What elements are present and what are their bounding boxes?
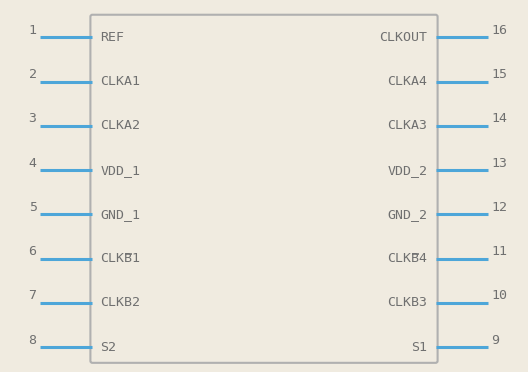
Text: CLKA4: CLKA4 bbox=[388, 75, 428, 88]
Text: 3: 3 bbox=[29, 112, 36, 125]
Text: 14: 14 bbox=[492, 112, 507, 125]
Text: 9: 9 bbox=[492, 334, 499, 347]
FancyBboxPatch shape bbox=[90, 15, 438, 363]
Text: CLKA2: CLKA2 bbox=[100, 119, 140, 132]
Text: CLKA1: CLKA1 bbox=[100, 75, 140, 88]
Text: CLKB4: CLKB4 bbox=[388, 252, 428, 265]
Text: GND_1: GND_1 bbox=[100, 208, 140, 221]
Text: GND_2: GND_2 bbox=[388, 208, 428, 221]
Text: 7: 7 bbox=[29, 289, 36, 302]
Text: REF: REF bbox=[100, 31, 125, 44]
Text: CLKOUT: CLKOUT bbox=[380, 31, 428, 44]
Text: 12: 12 bbox=[492, 201, 507, 214]
Text: 13: 13 bbox=[492, 157, 507, 170]
Text: CLKB3: CLKB3 bbox=[388, 296, 428, 310]
Text: CLKB2: CLKB2 bbox=[100, 296, 140, 310]
Text: 15: 15 bbox=[492, 68, 507, 81]
Text: 6: 6 bbox=[29, 245, 36, 258]
Text: CLKA3: CLKA3 bbox=[388, 119, 428, 132]
Text: 10: 10 bbox=[492, 289, 507, 302]
Text: 8: 8 bbox=[29, 334, 36, 347]
Text: VDD_1: VDD_1 bbox=[100, 164, 140, 177]
Text: 4: 4 bbox=[29, 157, 36, 170]
Text: 1: 1 bbox=[29, 24, 36, 37]
Text: CLKB1: CLKB1 bbox=[100, 252, 140, 265]
Text: 2: 2 bbox=[29, 68, 36, 81]
Text: VDD_2: VDD_2 bbox=[388, 164, 428, 177]
Text: 16: 16 bbox=[492, 24, 507, 37]
Text: 11: 11 bbox=[492, 245, 507, 258]
Text: S2: S2 bbox=[100, 341, 116, 353]
Text: S1: S1 bbox=[412, 341, 428, 353]
Text: 5: 5 bbox=[29, 201, 36, 214]
